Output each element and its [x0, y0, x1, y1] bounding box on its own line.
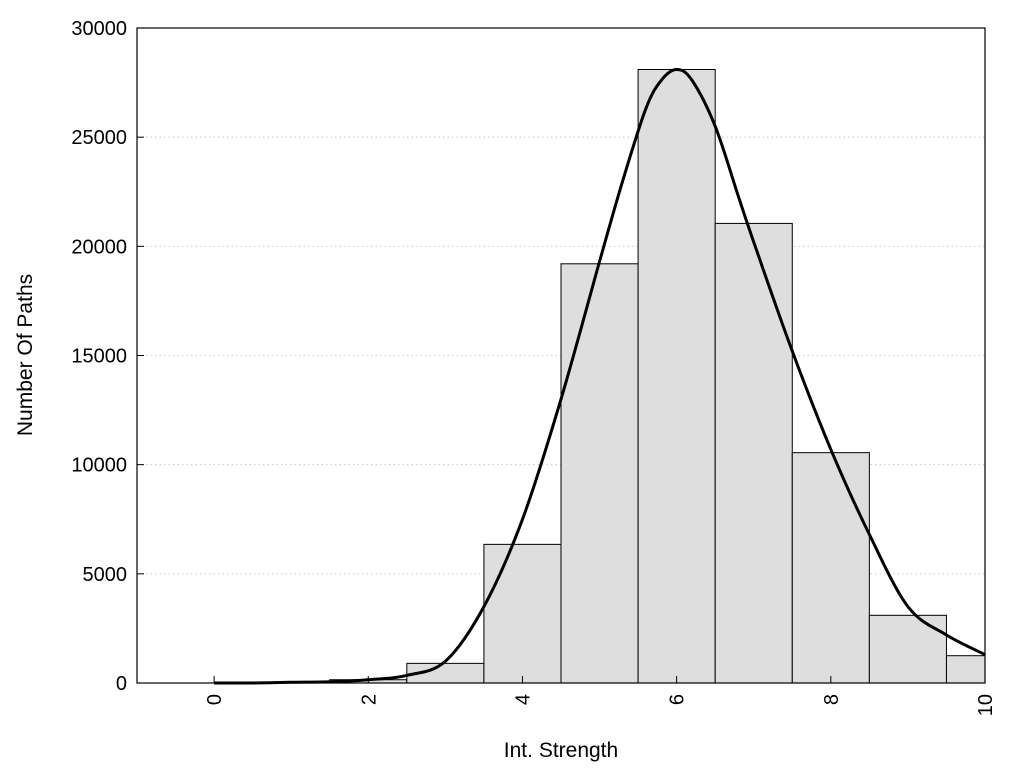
y-tick-label: 0: [116, 673, 127, 695]
x-tick-label: 6: [667, 694, 689, 705]
x-tick-label: 0: [204, 694, 226, 705]
histogram-bar: [637, 68, 716, 684]
y-axis-title: Number Of Paths: [14, 274, 37, 436]
density-curve: [214, 68, 986, 685]
x-axis-ticks: 0 2 4 6 8 10: [204, 676, 997, 716]
histogram-bar: [560, 263, 639, 684]
y-tick-label: 5000: [83, 564, 128, 586]
x-tick-label: 10: [975, 694, 997, 716]
density-curve-layer: [214, 68, 986, 685]
y-tick-label: 20000: [71, 236, 127, 258]
histogram-bar: [483, 543, 562, 684]
histogram-bar: [791, 452, 870, 684]
histogram-bar: [945, 655, 986, 684]
histogram-bar: [714, 222, 793, 684]
x-axis-title: Int. Strength: [504, 739, 618, 762]
y-axis-ticks: 0 5000 10000 15000 20000 25000 30000: [71, 18, 144, 695]
histogram-bar: [868, 614, 947, 684]
x-tick-label: 4: [512, 694, 534, 705]
y-tick-label: 30000: [71, 18, 127, 40]
x-tick-label: 2: [358, 694, 380, 705]
x-tick-label: 8: [821, 694, 843, 705]
histogram-bars: [252, 68, 986, 684]
y-tick-label: 25000: [71, 127, 127, 149]
y-tick-label: 15000: [71, 346, 127, 368]
y-tick-label: 10000: [71, 455, 127, 477]
